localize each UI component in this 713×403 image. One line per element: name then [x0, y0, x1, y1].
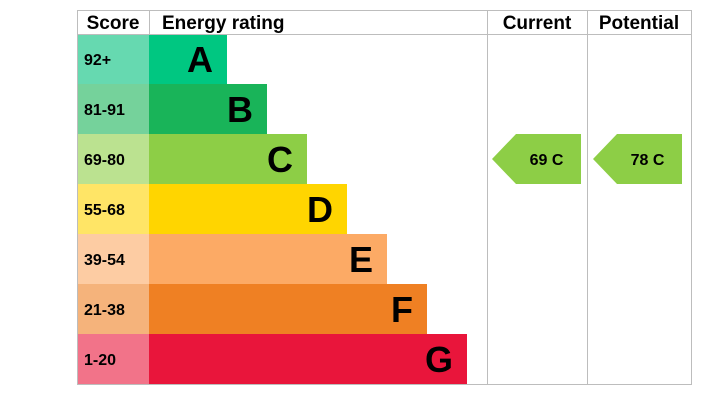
score-range-d: 55-68	[84, 202, 125, 219]
current-header: Current	[503, 13, 572, 34]
potential-header: Potential	[599, 13, 679, 34]
potential-arrow	[593, 134, 682, 184]
band-letter-d: D	[307, 189, 333, 230]
score-range-g: 1-20	[84, 352, 116, 369]
band-bar-g	[149, 334, 467, 384]
rating-indicators: 69 C 78 C	[492, 134, 682, 184]
current-arrow	[492, 134, 581, 184]
band-letter-b: B	[227, 89, 253, 130]
band-bar-a	[149, 34, 227, 84]
score-cell-a	[77, 34, 149, 84]
score-header: Score	[87, 13, 140, 34]
band-letter-g: G	[425, 339, 453, 380]
band-letter-f: F	[391, 289, 413, 330]
score-cell-d	[77, 184, 149, 234]
current-rating-label: 69 C	[530, 152, 564, 169]
band-letter-a: A	[187, 39, 213, 80]
score-range-b: 81-91	[84, 102, 125, 119]
band-bar-e	[149, 234, 387, 284]
score-cell-g	[77, 334, 149, 384]
score-cell-f	[77, 284, 149, 334]
band-letter-e: E	[349, 239, 373, 280]
score-range-c: 69-80	[84, 152, 125, 169]
score-cell-e	[77, 234, 149, 284]
band-bar-c	[149, 134, 307, 184]
table-grid	[77, 10, 692, 385]
score-cell-b	[77, 84, 149, 134]
band-letter-c: C	[267, 139, 293, 180]
potential-rating-label: 78 C	[631, 152, 665, 169]
score-cell-c	[77, 134, 149, 184]
score-range-f: 21-38	[84, 302, 125, 319]
score-range-a: 92+	[84, 52, 111, 69]
band-bar-f	[149, 284, 427, 334]
energy-rating-header: Energy rating	[162, 13, 284, 34]
rating-bands: 92+ A 81-91 B 69-80 C 55-68 D 39-54 E 21-38 F 1-20 G	[77, 34, 467, 384]
score-range-e: 39-54	[84, 252, 125, 269]
band-bar-d	[149, 184, 347, 234]
band-bar-b	[149, 84, 267, 134]
